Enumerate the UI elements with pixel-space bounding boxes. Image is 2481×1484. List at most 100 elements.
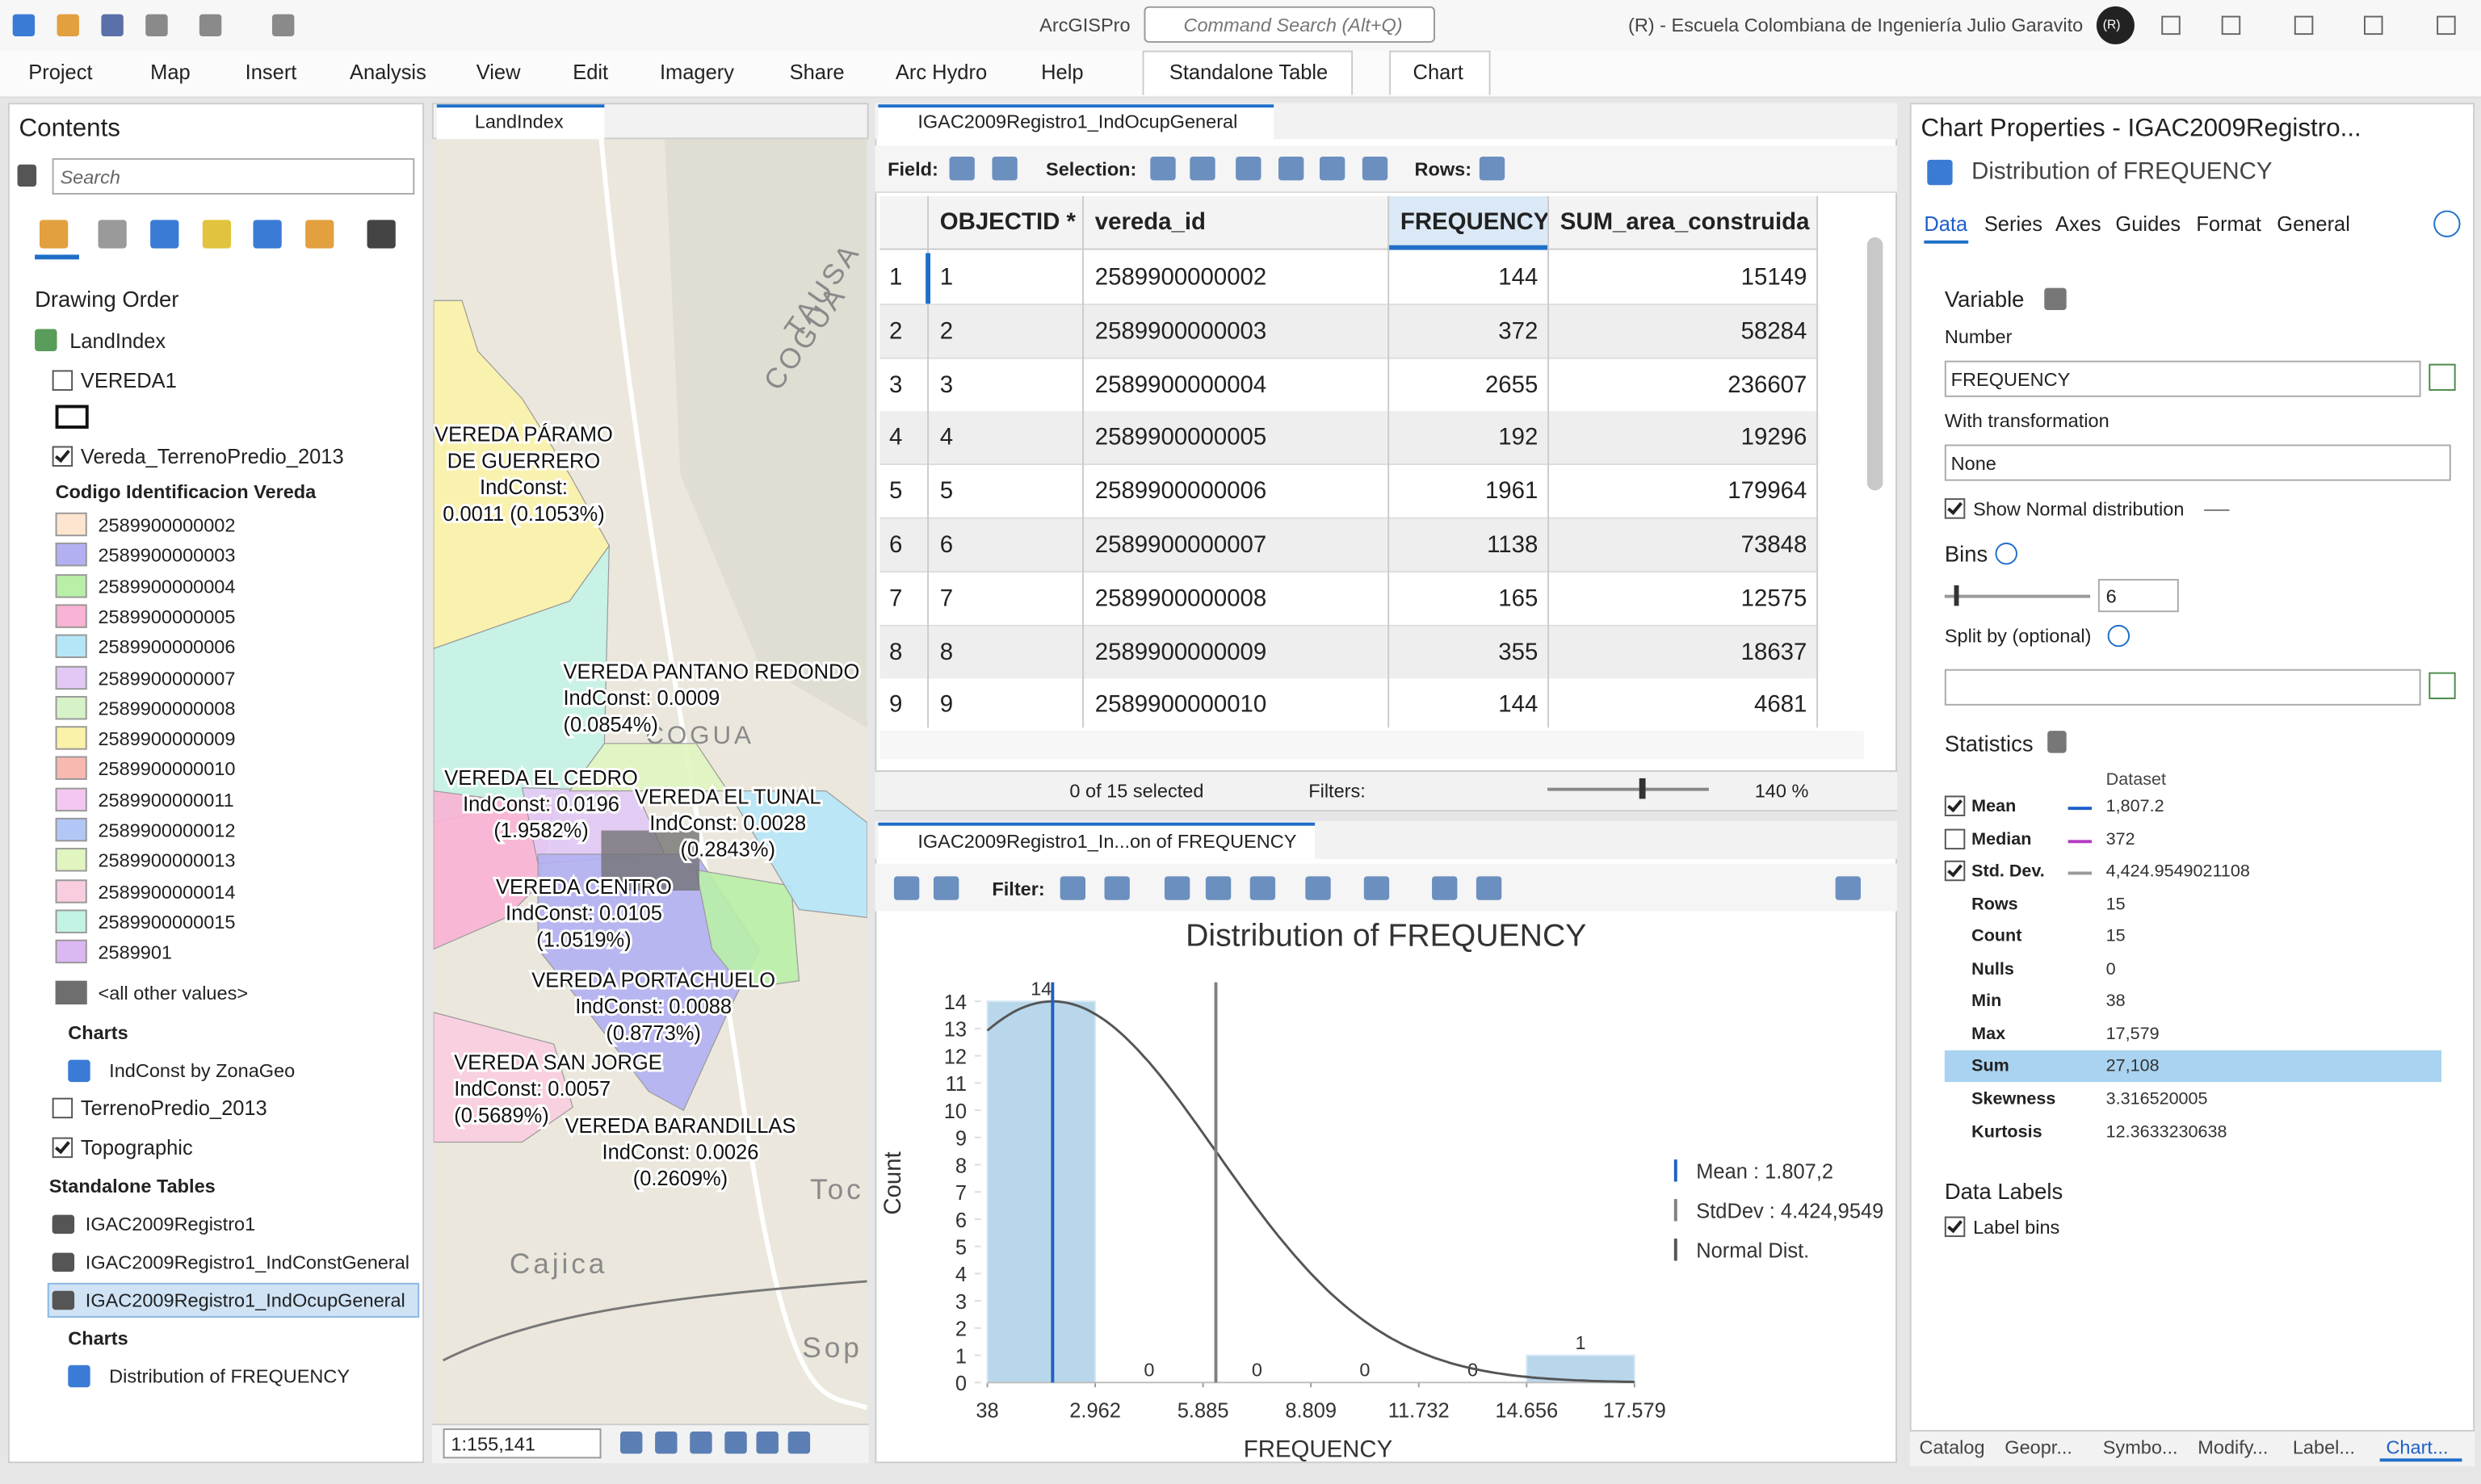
ribbon-tab[interactable]: View — [476, 60, 521, 84]
table-row[interactable] — [879, 304, 1819, 359]
table-row[interactable] — [879, 572, 1819, 627]
scale-box[interactable] — [443, 1428, 602, 1459]
checkbox[interactable] — [52, 370, 73, 391]
class-swatch — [55, 512, 87, 537]
table-row[interactable] — [879, 626, 1819, 680]
ribbon-tab[interactable]: Map — [150, 60, 191, 84]
dock-tab[interactable]: Symbo... — [2102, 1436, 2178, 1459]
layer-name[interactable]: Topographic — [80, 1135, 193, 1160]
properties-tab[interactable]: Guides — [2115, 212, 2181, 236]
dropdown-value[interactable]: FREQUENCY — [1950, 368, 2071, 391]
window-control[interactable] — [2364, 15, 2383, 36]
dock-tab[interactable]: Geopr... — [2005, 1436, 2072, 1459]
table-row[interactable] — [879, 465, 1819, 519]
vertical-scrollbar[interactable] — [1866, 237, 1883, 491]
bins-thumb[interactable] — [1954, 585, 1959, 606]
tab-label[interactable]: IGAC2009Registro1_IndOcupGeneral — [917, 111, 1238, 133]
normal-curve — [986, 1000, 1635, 1384]
ribbon-tab[interactable]: Help — [1041, 60, 1084, 84]
window-control[interactable] — [2161, 15, 2181, 36]
table-item[interactable]: IGAC2009Registro1 — [85, 1213, 256, 1236]
bins-spinner[interactable] — [2097, 579, 2179, 613]
checkbox[interactable] — [52, 1097, 73, 1119]
properties-tab[interactable]: General — [2277, 212, 2350, 236]
dropdown[interactable] — [1944, 669, 2421, 706]
dropdown[interactable] — [1944, 444, 2451, 481]
class-swatch — [55, 940, 87, 964]
ribbon-tab[interactable]: Imagery — [659, 60, 735, 84]
chart-item[interactable]: IndConst by ZonaGeo — [109, 1059, 296, 1083]
layer-symbol — [55, 405, 89, 429]
help-icon[interactable] — [2433, 210, 2461, 237]
table-row[interactable] — [879, 358, 1819, 413]
properties-tab[interactable]: Data — [1924, 212, 1968, 236]
command-search[interactable] — [1144, 6, 1435, 43]
map-tab[interactable] — [436, 104, 605, 140]
stat-value: 3.316520005 — [2105, 1089, 2208, 1109]
zoom-slider[interactable] — [1547, 787, 1709, 791]
pane-title: Contents — [19, 115, 120, 143]
contextual-tab[interactable] — [1142, 50, 1354, 95]
zoom-level[interactable]: 140 % — [1754, 779, 1809, 803]
horizontal-scrollbar[interactable] — [879, 731, 1864, 760]
ribbon-tab[interactable]: Insert — [245, 60, 297, 84]
ribbon-tab[interactable]: Analysis — [349, 60, 426, 84]
ribbon-tab[interactable]: Project — [28, 60, 93, 84]
checkbox[interactable] — [1944, 860, 1966, 882]
checkbox[interactable] — [52, 1137, 73, 1159]
layer-name[interactable]: VEREDA1 — [80, 368, 177, 392]
table-row[interactable] — [879, 412, 1819, 466]
properties-tab[interactable]: Axes — [2055, 212, 2101, 236]
checkbox-label[interactable]: Show Normal distribution — [1973, 498, 2185, 521]
search-box[interactable] — [52, 157, 415, 195]
contextual-tab-label[interactable]: Chart — [1413, 60, 1463, 84]
dock-tab[interactable]: Modify... — [2198, 1436, 2269, 1459]
checkbox-label[interactable]: Label bins — [1973, 1216, 2060, 1239]
checkbox[interactable] — [1944, 795, 1966, 816]
column-header[interactable]: SUM_area_construida — [1560, 208, 1810, 236]
expression-button[interactable] — [2429, 672, 2456, 699]
bins-slider[interactable] — [1944, 594, 2091, 598]
table-cell: 355 — [1498, 638, 1539, 666]
window-control[interactable] — [2437, 15, 2456, 36]
column-header[interactable]: OBJECTID * — [939, 208, 1076, 236]
table-row[interactable] — [879, 518, 1819, 573]
table-tab[interactable] — [878, 104, 1274, 140]
checkbox[interactable] — [1944, 1216, 1966, 1238]
properties-tab[interactable]: Series — [1984, 212, 2043, 236]
ribbon-tab[interactable]: Edit — [573, 60, 609, 84]
dropdown-value[interactable]: None — [1950, 452, 1996, 475]
column-header[interactable]: FREQUENCY — [1400, 208, 1550, 236]
stat-name: Nulls — [1971, 959, 2014, 979]
dock-tab[interactable]: Label... — [2292, 1436, 2356, 1459]
table-row[interactable] — [879, 251, 1819, 306]
dock-tab[interactable]: Catalog — [1919, 1436, 1985, 1459]
window-control[interactable] — [2294, 15, 2314, 36]
checkbox[interactable] — [52, 446, 73, 467]
column-header[interactable]: vereda_id — [1094, 208, 1206, 236]
checkbox[interactable] — [1944, 498, 1966, 519]
expression-button[interactable] — [2429, 363, 2456, 391]
tab-label[interactable]: IGAC2009Registro1_In...on of FREQUENCY — [917, 830, 1297, 853]
table-item[interactable]: IGAC2009Registro1_IndOcupGeneral — [85, 1289, 405, 1312]
ribbon-tab[interactable]: Share — [789, 60, 845, 84]
contextual-tab-label[interactable]: Standalone Table — [1169, 60, 1329, 84]
icon — [199, 14, 222, 37]
chart-item[interactable]: Distribution of FREQUENCY — [109, 1365, 351, 1388]
tab-label[interactable]: LandIndex — [474, 111, 564, 133]
chart-tab[interactable] — [878, 822, 1316, 859]
checkbox[interactable] — [1944, 828, 1966, 849]
y-tick-label: 10 — [944, 1100, 967, 1123]
dropdown[interactable] — [1944, 360, 2421, 397]
window-control[interactable] — [2221, 15, 2241, 36]
ribbon-tab[interactable]: Arc Hydro — [895, 60, 988, 84]
dock-tab[interactable]: Chart... — [2386, 1436, 2449, 1459]
contextual-tab[interactable] — [1389, 50, 1491, 95]
properties-tab[interactable]: Format — [2196, 212, 2262, 236]
table-item[interactable]: IGAC2009Registro1_IndConstGeneral — [85, 1251, 410, 1274]
zoom-thumb[interactable] — [1639, 778, 1646, 799]
layer-name[interactable]: Vereda_TerrenoPredio_2013 — [80, 444, 344, 468]
bins-value[interactable]: 6 — [2105, 585, 2117, 608]
layer-name[interactable]: TerrenoPredio_2013 — [80, 1096, 267, 1121]
map-scale[interactable]: 1:155,141 — [451, 1433, 535, 1456]
